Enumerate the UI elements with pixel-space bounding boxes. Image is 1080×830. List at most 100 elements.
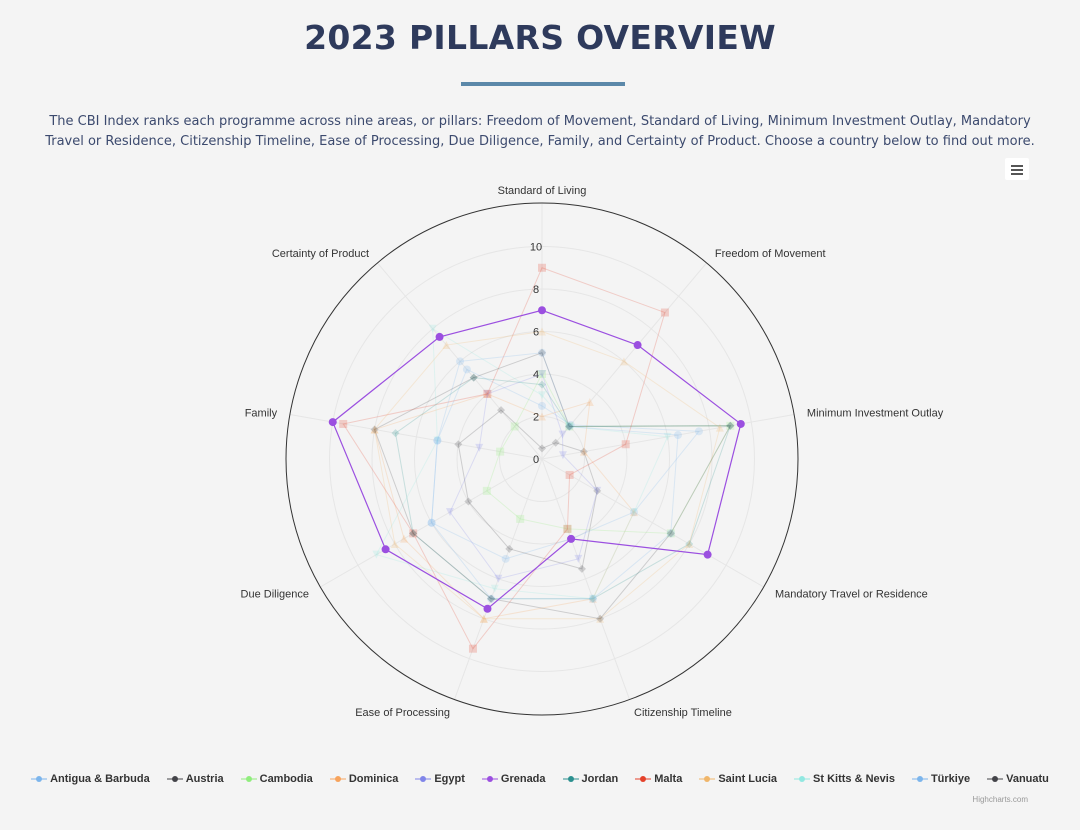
legend-item[interactable]: Austria <box>166 773 224 785</box>
data-point <box>630 508 639 517</box>
data-point <box>660 308 669 317</box>
legend-label: Cambodia <box>259 773 313 785</box>
legend-item[interactable]: Antigua & Barbuda <box>31 773 150 785</box>
category-label: Standard of Living <box>498 185 587 197</box>
y-tick-label: 2 <box>533 412 539 424</box>
data-point <box>483 389 492 398</box>
data-point <box>538 391 546 400</box>
axis-spoke <box>289 414 543 460</box>
data-point <box>588 594 597 603</box>
data-point <box>469 373 478 382</box>
data-point <box>487 594 496 603</box>
legend-item[interactable]: Jordan <box>562 773 618 785</box>
data-point <box>565 422 574 431</box>
data-point <box>399 534 408 543</box>
category-label: Family <box>245 407 278 419</box>
category-label: Freedom of Movement <box>715 248 826 260</box>
data-point <box>619 357 628 366</box>
series-line <box>373 352 732 620</box>
legend-item[interactable]: Malta <box>635 773 682 785</box>
data-point <box>726 421 735 430</box>
highcharts-credits[interactable]: Highcharts.com <box>972 795 1028 804</box>
legend-item[interactable]: Saint Lucia <box>699 773 777 785</box>
hamburger-menu-icon[interactable] <box>1005 158 1029 180</box>
data-point <box>370 425 379 434</box>
series-line <box>449 373 598 580</box>
series-line <box>486 372 732 534</box>
data-point <box>563 524 572 533</box>
data-point <box>565 470 574 479</box>
data-point <box>538 327 546 336</box>
data-point <box>579 447 588 456</box>
data-point <box>409 529 418 538</box>
data-point <box>563 524 572 533</box>
data-point <box>409 529 418 538</box>
data-point <box>428 324 437 333</box>
legend-label: Austria <box>185 773 224 785</box>
data-point <box>685 539 694 548</box>
data-point <box>558 451 567 460</box>
data-point <box>538 370 546 379</box>
data-point <box>505 544 514 553</box>
y-tick-label: 6 <box>533 327 539 339</box>
axis-spoke <box>453 458 543 700</box>
data-point <box>574 554 583 563</box>
radar-chart: 0 2 4 6 8 10 Standard of Living Freedom of Move… <box>241 185 944 719</box>
data-point <box>409 529 418 538</box>
data-point <box>538 444 546 453</box>
legend-label: Egypt <box>434 773 465 785</box>
data-point <box>483 604 492 613</box>
data-point <box>442 341 451 350</box>
data-point <box>565 422 574 431</box>
axis-spoke <box>541 262 707 460</box>
data-point <box>510 422 519 431</box>
data-point <box>479 614 488 623</box>
data-point <box>483 389 492 398</box>
data-point <box>538 348 546 357</box>
legend-item[interactable]: Grenada <box>481 773 546 785</box>
data-point <box>464 497 473 506</box>
legend-symbol-icon <box>794 776 811 782</box>
legend-item[interactable]: St Kitts & Nevis <box>794 773 895 785</box>
data-point <box>433 436 442 445</box>
legend-symbol-icon <box>911 776 928 782</box>
legend-item[interactable]: Dominica <box>329 773 398 785</box>
data-point <box>445 508 454 517</box>
data-point <box>558 430 567 439</box>
data-point <box>703 550 712 559</box>
data-point <box>538 348 546 357</box>
legend-item[interactable]: Cambodia <box>240 773 313 785</box>
y-tick-label: 4 <box>533 369 539 381</box>
legend-item[interactable]: Vanuatu <box>987 773 1049 785</box>
legend-symbol-icon <box>31 776 48 782</box>
data-point <box>538 370 546 379</box>
y-tick-label: 8 <box>533 284 539 296</box>
data-point <box>427 518 436 527</box>
data-point <box>435 332 444 341</box>
data-point <box>462 365 471 374</box>
data-point <box>551 438 560 447</box>
data-point <box>621 440 630 449</box>
series-line <box>374 330 721 620</box>
data-point <box>630 508 639 517</box>
data-point <box>370 425 379 434</box>
y-tick-label: 0 <box>533 454 539 466</box>
series-line <box>431 368 700 560</box>
data-point <box>593 486 602 495</box>
series-line <box>332 309 742 610</box>
data-point <box>494 574 503 583</box>
legend-symbol-icon <box>699 776 716 782</box>
data-point <box>391 429 400 438</box>
data-point <box>501 554 510 563</box>
data-point <box>674 431 683 440</box>
series-line <box>342 267 666 650</box>
axis-spoke <box>320 458 543 588</box>
data-point <box>538 263 546 272</box>
data-point <box>487 594 496 603</box>
legend-item[interactable]: Egypt <box>415 773 465 785</box>
data-point <box>736 419 745 428</box>
data-point <box>483 389 492 398</box>
data-point <box>596 614 605 623</box>
legend-item[interactable]: Türkiye <box>911 773 970 785</box>
data-point <box>726 421 735 430</box>
